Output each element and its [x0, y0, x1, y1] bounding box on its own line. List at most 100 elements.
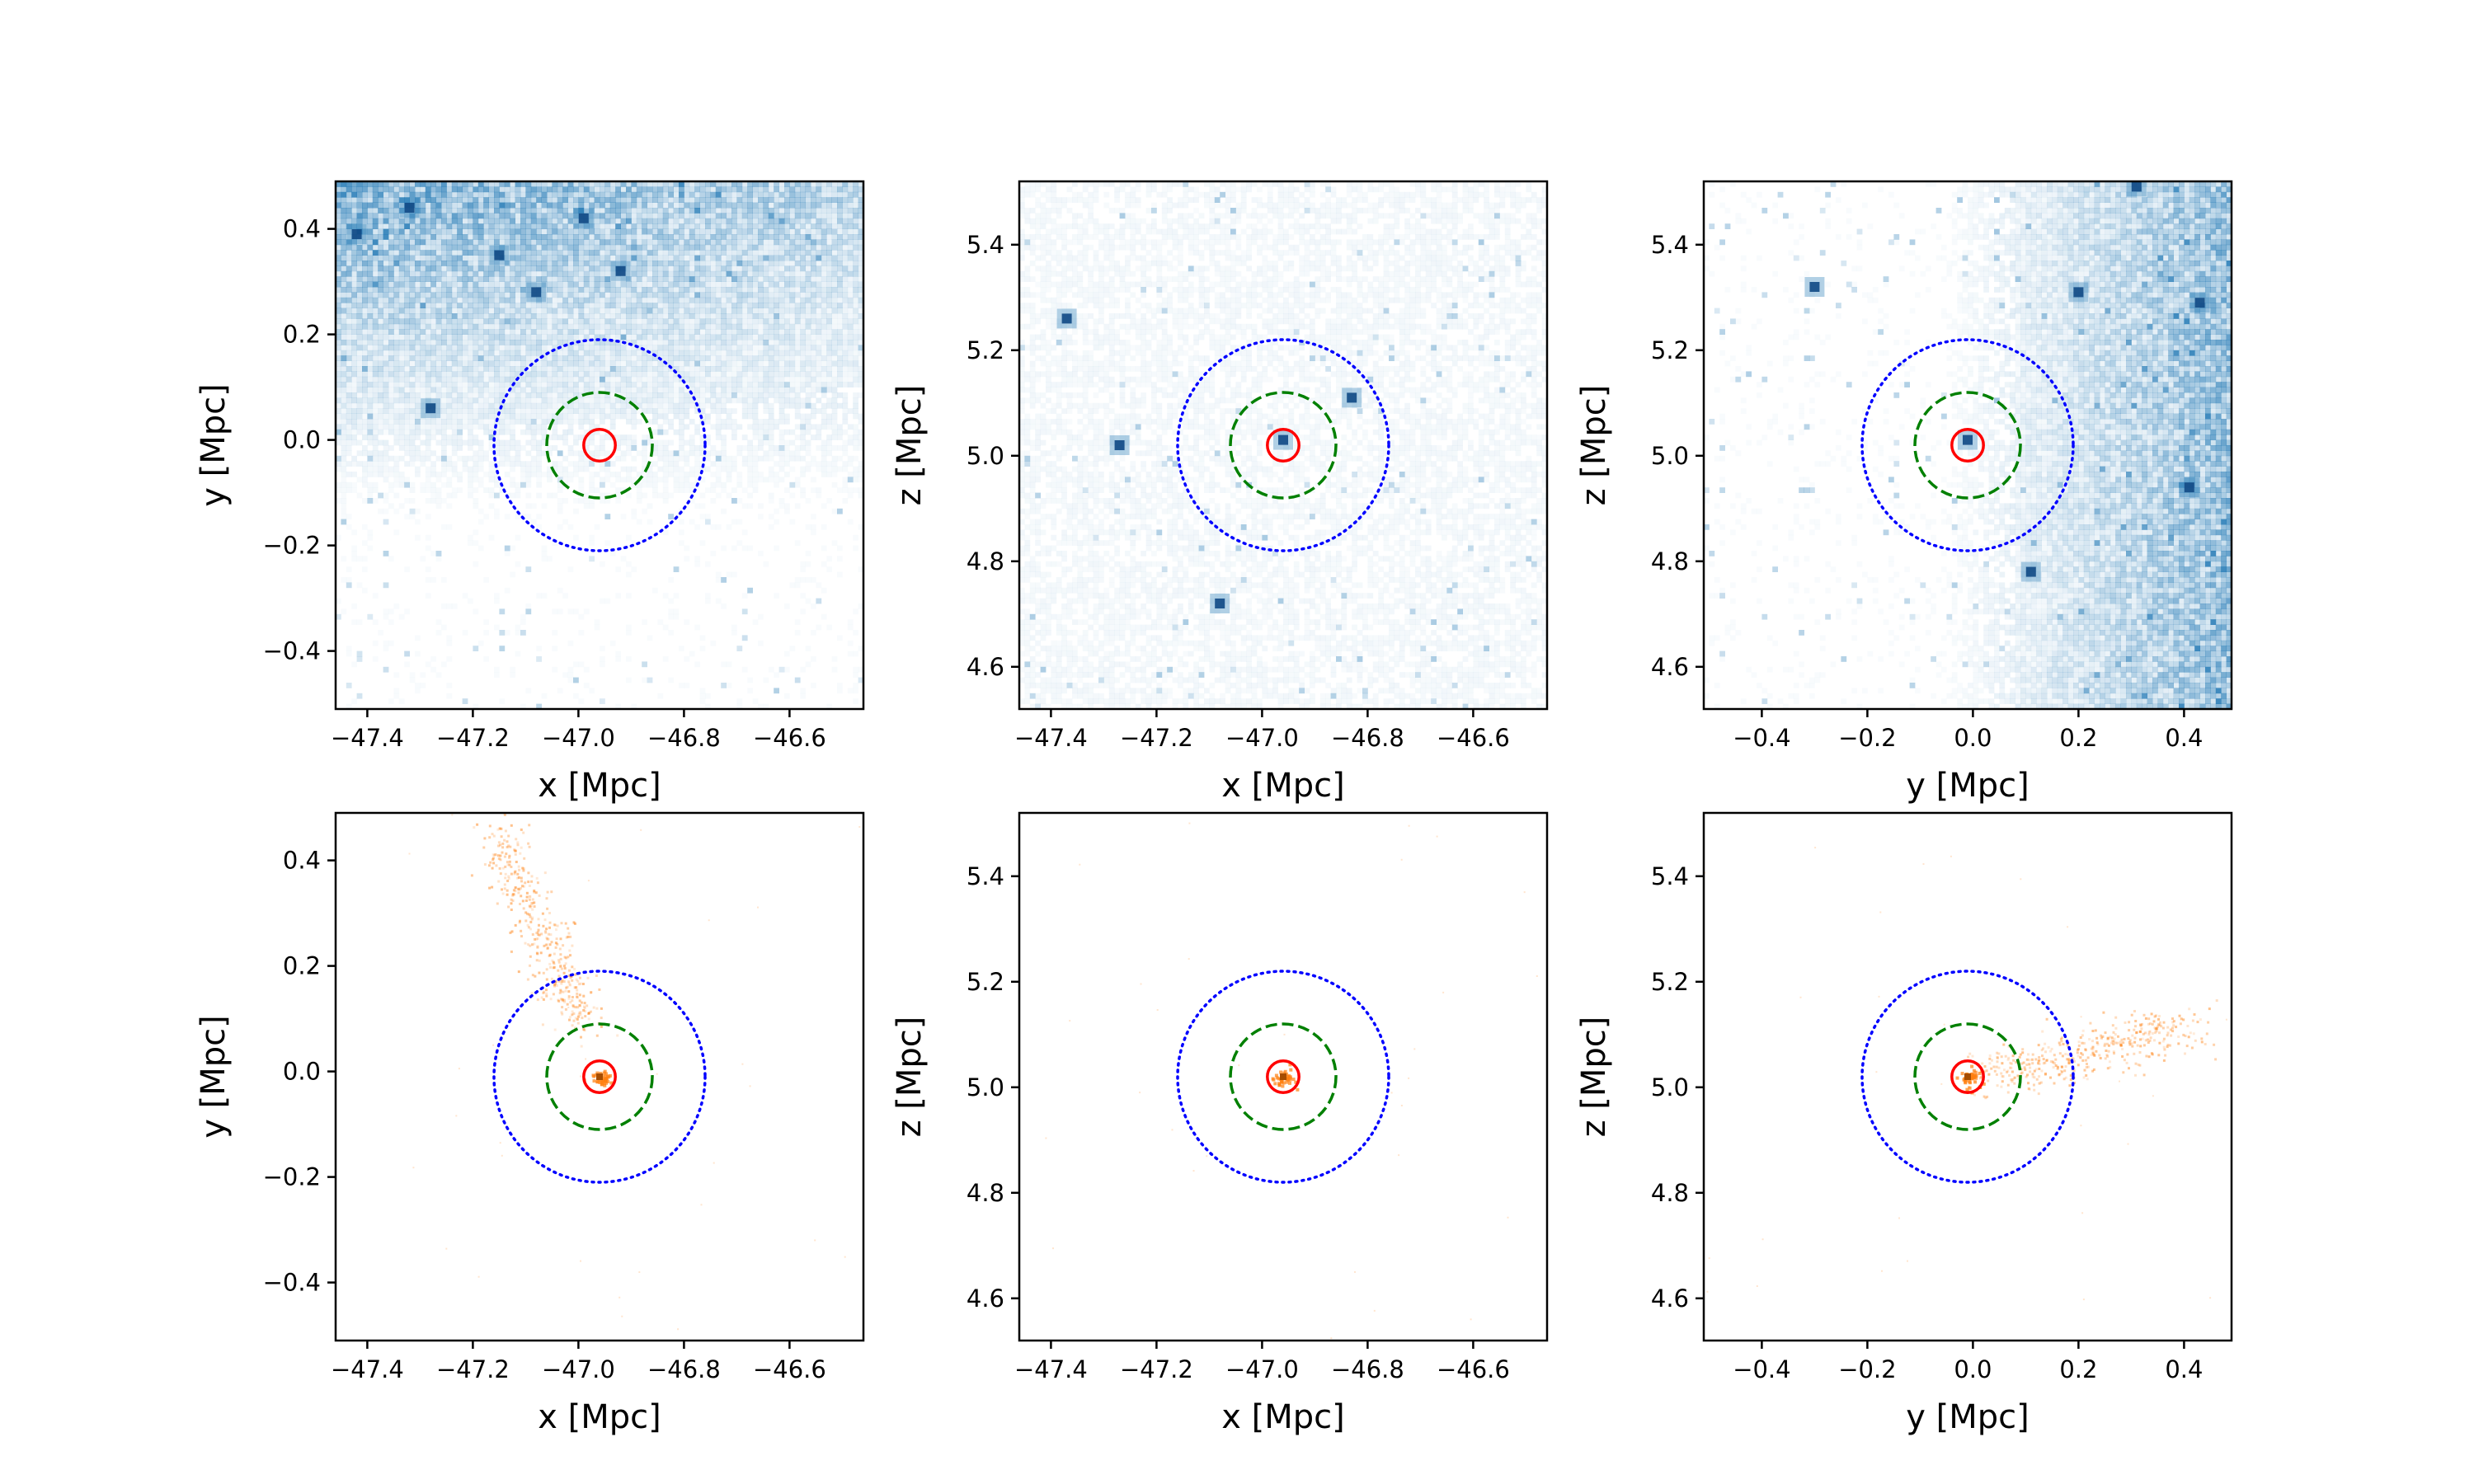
star-particle — [2184, 1052, 2186, 1055]
y-axis-label: z [Mpc] — [1575, 1017, 1613, 1138]
star-particle — [2106, 1036, 2109, 1040]
star-particle — [557, 974, 561, 978]
star-particle — [2139, 1038, 2142, 1041]
star-particle — [519, 852, 522, 855]
star-particle — [2098, 1054, 2101, 1057]
star-particle — [2067, 1062, 2071, 1064]
star-particle — [2158, 1041, 2161, 1045]
star-core-particle — [600, 1080, 604, 1084]
star-particle — [1984, 1097, 1987, 1100]
star-particle — [587, 1012, 590, 1015]
star-core — [596, 1073, 603, 1080]
star-particle — [2149, 1036, 2152, 1040]
star-particle — [506, 846, 509, 849]
star-particle — [576, 989, 579, 992]
star-particle — [569, 935, 572, 938]
star-particle — [2147, 1038, 2149, 1041]
star-particle — [559, 965, 562, 969]
star-core-particle — [1277, 1083, 1282, 1087]
star-particle — [2030, 1058, 2034, 1061]
panel-stars-yz: −0.4 −0.2 0.0 0.2 0.4 4.6 4.8 5.0 5.2 5.4 y [Mpc] z… — [1575, 811, 2233, 1436]
star-particle — [492, 834, 496, 838]
star-particle — [498, 866, 501, 870]
star-particle — [554, 980, 557, 983]
star-particle — [571, 1004, 575, 1007]
star-particle — [510, 930, 514, 933]
star-particle — [2085, 1074, 2088, 1077]
density-clump — [1809, 282, 1820, 292]
star-particle — [506, 840, 509, 843]
star-particle — [571, 965, 574, 969]
star-particle — [569, 976, 572, 979]
star-particle — [559, 989, 562, 992]
star-particle — [1400, 858, 1403, 861]
star-particle — [2044, 1061, 2047, 1064]
star-particle — [2166, 1031, 2170, 1035]
star-particle — [2083, 1068, 2086, 1072]
star-particle — [2106, 1037, 2109, 1040]
star-particle — [507, 844, 510, 848]
star-particle — [2171, 1021, 2175, 1024]
star-particle — [547, 937, 550, 941]
star-particle — [2031, 1053, 2034, 1056]
star-particle — [515, 838, 518, 841]
star-particle — [2113, 1052, 2115, 1055]
star-particle — [2116, 1041, 2119, 1045]
star-particle — [578, 976, 581, 979]
y-axis-label: y [Mpc] — [195, 1015, 233, 1139]
star-particle — [489, 861, 492, 864]
star-particle — [564, 922, 567, 925]
star-particle — [520, 886, 522, 890]
star-particle — [2069, 1074, 2072, 1077]
star-particle — [1996, 1084, 1999, 1087]
star-particle — [2161, 1040, 2165, 1043]
star-particle — [2091, 1030, 2095, 1032]
star-particle — [600, 1026, 603, 1028]
star-particle — [567, 932, 571, 935]
star-particle — [2133, 1040, 2137, 1044]
star-particle — [562, 999, 564, 1003]
star-particle — [544, 930, 547, 933]
star-particle — [2038, 1068, 2041, 1070]
star-particle — [2067, 1058, 2071, 1061]
star-particle — [2134, 1062, 2138, 1065]
star-particle — [562, 998, 566, 1002]
star-particle — [557, 960, 561, 964]
star-particle — [492, 862, 496, 865]
star-particle — [2018, 1055, 2021, 1059]
star-particle — [2200, 1040, 2204, 1044]
star-particle — [517, 891, 520, 895]
star-particle — [2004, 1054, 2007, 1058]
star-particle — [1708, 1257, 1710, 1260]
star-particle — [544, 931, 548, 934]
star-particle — [2153, 1015, 2157, 1018]
star-particle — [2091, 1040, 2094, 1043]
star-particle — [2038, 1082, 2041, 1085]
star-particle — [586, 976, 590, 979]
star-particle — [2171, 1026, 2174, 1030]
star-particle — [2051, 1059, 2054, 1063]
star-core-particle — [604, 1078, 608, 1082]
star-particle — [524, 911, 528, 914]
star-particle — [2151, 1022, 2154, 1026]
star-particle — [2012, 1059, 2015, 1062]
star-particle — [1330, 1337, 1333, 1340]
star-particle — [572, 921, 576, 924]
star-particle — [2114, 1041, 2118, 1045]
star-particle — [2011, 1070, 2014, 1073]
star-particle — [2049, 1060, 2053, 1064]
star-particle — [499, 1142, 501, 1144]
star-particle — [520, 895, 523, 898]
star-particle — [2090, 1054, 2093, 1056]
star-particle — [2172, 1020, 2175, 1023]
star-particle — [566, 985, 569, 989]
star-particle — [576, 992, 579, 995]
star-particle — [2144, 1039, 2147, 1042]
star-particle — [590, 991, 593, 994]
star-particle — [499, 843, 502, 847]
star-particle — [2071, 1068, 2073, 1072]
star-core-particle — [1289, 1068, 1293, 1072]
star-particle — [595, 1007, 599, 1010]
star-particle — [506, 893, 509, 896]
star-particle — [2169, 1028, 2172, 1031]
